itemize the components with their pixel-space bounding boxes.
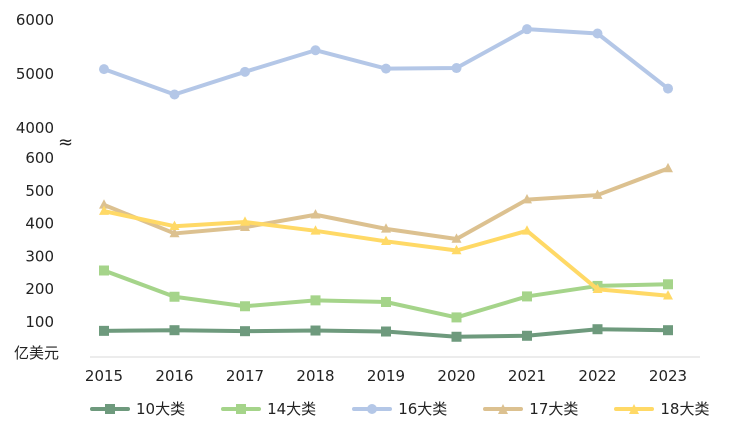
data-point [381, 63, 391, 74]
legend-label: 17大类 [529, 400, 579, 418]
data-point [592, 283, 603, 293]
data-point [169, 89, 180, 100]
y-tick-label: 600 [25, 149, 54, 167]
data-point [451, 233, 462, 243]
x-tick-label: 2019 [367, 367, 405, 385]
data-point [663, 290, 673, 300]
data-point [99, 199, 109, 209]
series-1 [99, 324, 673, 342]
x-tick-label: 2021 [508, 367, 546, 385]
data-point [522, 330, 532, 341]
data-point [169, 291, 180, 302]
data-point [522, 194, 532, 204]
data-point [451, 63, 462, 74]
legend-item: 10大类 [90, 398, 185, 419]
legend-item: 18大类 [614, 398, 709, 419]
legend-swatch [614, 403, 655, 415]
data-point [381, 326, 391, 337]
legend-item: 16大类 [352, 398, 447, 419]
data-point [99, 205, 109, 215]
x-tick-label: 2022 [578, 367, 616, 385]
data-point [663, 162, 673, 173]
legend-item: 14大类 [221, 398, 316, 419]
legend-label: 10大类 [136, 400, 186, 418]
data-point [99, 265, 109, 276]
series-2 [99, 265, 673, 323]
data-point [169, 220, 180, 230]
x-tick-label: 2020 [437, 367, 475, 385]
legend-swatch [483, 403, 524, 415]
data-point [381, 235, 391, 246]
data-point [310, 209, 321, 219]
data-point [522, 291, 532, 302]
y-axis-unit-label: 亿美元 [14, 344, 59, 362]
data-point [240, 216, 250, 226]
data-point [451, 312, 462, 323]
data-point [169, 325, 180, 336]
y-tick-label: 500 [25, 182, 54, 200]
x-tick-label: 2015 [85, 367, 123, 385]
legend-swatch [90, 403, 130, 415]
data-point [240, 326, 250, 337]
legend-label: 16大类 [398, 400, 448, 418]
axis-break-symbol: ≈ [58, 132, 73, 153]
data-point [310, 295, 321, 306]
legend-marker [498, 403, 509, 414]
data-point [381, 223, 391, 233]
y-tick-label: 200 [25, 280, 54, 298]
data-point [592, 324, 603, 335]
data-point [99, 64, 109, 75]
data-point [310, 225, 321, 235]
x-tick-label: 2023 [649, 367, 687, 385]
legend-label: 14大类 [267, 400, 317, 418]
data-point [240, 301, 250, 312]
data-point [663, 83, 673, 94]
data-point [99, 325, 109, 336]
y-tick-label: 6000 [16, 11, 54, 29]
legend-marker [367, 403, 378, 414]
data-point [381, 296, 391, 307]
data-point [451, 244, 462, 255]
data-point [522, 24, 532, 35]
data-point [522, 225, 532, 235]
legend: 10大类 14大类 16大类 17大类 18大类 [90, 398, 709, 419]
data-point [240, 66, 250, 77]
series-4 [99, 162, 673, 243]
legend-marker [105, 403, 115, 414]
legend-marker [629, 403, 640, 414]
data-point [663, 279, 673, 290]
legend-label: 18大类 [660, 400, 710, 418]
data-point [592, 189, 603, 199]
series-5 [99, 205, 673, 300]
data-point [451, 331, 462, 342]
x-tick-label: 2018 [296, 367, 334, 385]
y-tick-label: 300 [25, 247, 54, 265]
legend-swatch [352, 403, 393, 415]
chart: 2015 2016 2017 2018 2019 2020 2021 2022 2023 4000… [14, 11, 700, 385]
y-tick-label: 100 [25, 313, 54, 331]
data-point [310, 45, 321, 56]
data-point [663, 325, 673, 336]
series-3 [99, 24, 673, 100]
y-tick-label: 5000 [16, 65, 54, 83]
data-point [240, 221, 250, 231]
y-tick-label: 4000 [16, 119, 54, 137]
data-point [592, 28, 603, 39]
x-tick-label: 2016 [155, 367, 193, 385]
data-point [169, 227, 180, 238]
legend-marker [236, 403, 247, 414]
x-tick-label: 2017 [226, 367, 264, 385]
series-line [102, 27, 670, 97]
y-tick-label: 400 [25, 215, 54, 233]
data-point [310, 325, 321, 336]
legend-swatch [221, 403, 262, 415]
legend-item: 17大类 [483, 398, 578, 419]
